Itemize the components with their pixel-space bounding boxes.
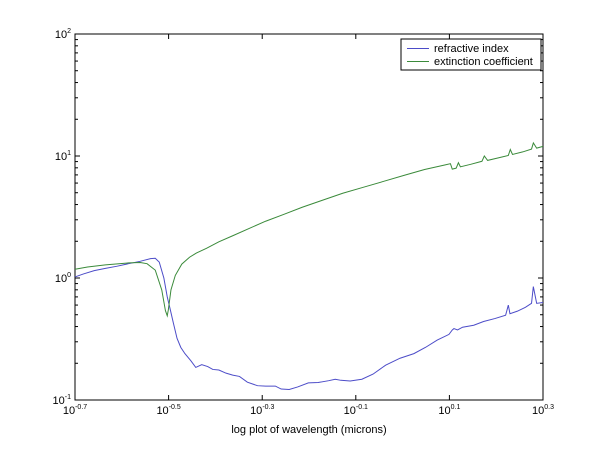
legend: refractive index extinction coefficient [400,38,542,71]
tick-labels-group: 10-0.7 10-0.5 10-0.3 10-0.1 100.1 100.3 10-1 10… [53,28,555,417]
series-line-refractive-index [74,257,544,390]
x-tick-label: 10-0.1 [344,404,368,417]
x-tick-label: 10-0.7 [63,404,87,417]
series-line-extinction-coefficient [74,141,544,318]
x-tick-label: 10-0.5 [156,404,180,417]
series-group [74,141,544,390]
plot-frame [74,33,544,401]
x-axis-label: log plot of wavelength (microns) [231,424,386,436]
y-tick-label: 102 [55,28,71,41]
x-tick-label: 100.1 [438,404,460,417]
y-tick-label: 100 [55,272,71,285]
legend-box [400,38,542,71]
ticks-group [74,33,544,401]
legend-label-extinction-coefficient: extinction coefficient [434,56,533,68]
legend-label-refractive-index: refractive index [434,43,509,55]
y-tick-label: 101 [55,150,71,163]
x-tick-label: 10-0.3 [250,404,274,417]
x-tick-label: 100.3 [532,404,554,417]
y-tick-label: 10-1 [53,394,72,407]
